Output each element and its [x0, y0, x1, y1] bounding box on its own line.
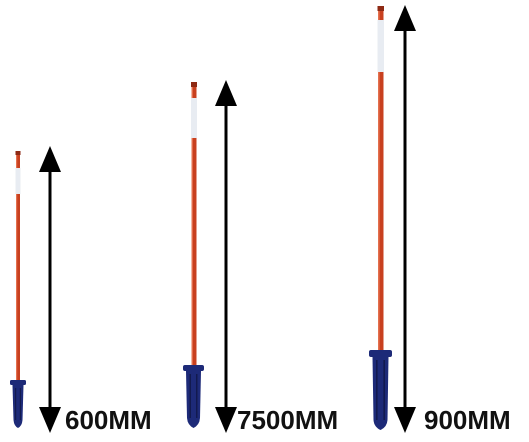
pole-medium-handle: [186, 371, 201, 428]
pole-small: [10, 151, 26, 428]
pole-large-shaft: [378, 8, 384, 354]
arrow-up-icon: [215, 80, 237, 106]
arrow-up-icon: [394, 5, 416, 31]
pole-medium-tip: [191, 82, 197, 87]
pole-medium-handle-ribs: [189, 374, 198, 418]
pole-small-handle-collar: [10, 380, 26, 385]
pole-small-sticker: [15, 168, 21, 194]
pole-large: [369, 6, 392, 430]
pole-large-handle-collar: [369, 350, 392, 357]
dimension-arrow-large: [394, 5, 416, 433]
pole-medium-shaft: [191, 84, 197, 366]
size-label-large: 900MM: [424, 405, 511, 435]
pole-large-sticker: [377, 20, 384, 72]
pole-medium-shaft-highlight: [191, 84, 193, 366]
pole-medium-handle-collar: [183, 365, 204, 371]
pole-large-shaft-highlight: [378, 8, 380, 354]
arrow-down-icon: [394, 407, 416, 433]
pole-medium: [183, 82, 204, 428]
pole-small-shaft: [16, 153, 20, 381]
size-label-medium: 7500MM: [237, 405, 339, 435]
pole-small-handle-ribs: [15, 388, 21, 420]
pole-large-handle-ribs: [376, 360, 385, 420]
pole-small-tip: [15, 151, 21, 155]
pole-medium-sticker: [191, 98, 197, 138]
pole-small-shaft-highlight: [16, 153, 18, 381]
arrow-down-icon: [215, 407, 237, 433]
arrow-up-icon: [39, 146, 61, 172]
dimension-arrow-small: [39, 146, 61, 433]
size-label-small: 600MM: [65, 405, 152, 435]
arrow-down-icon: [39, 407, 61, 433]
pole-large-handle: [372, 357, 389, 430]
dimension-arrow-medium: [215, 80, 237, 433]
pole-small-handle: [12, 385, 24, 428]
pole-large-tip: [377, 6, 384, 11]
